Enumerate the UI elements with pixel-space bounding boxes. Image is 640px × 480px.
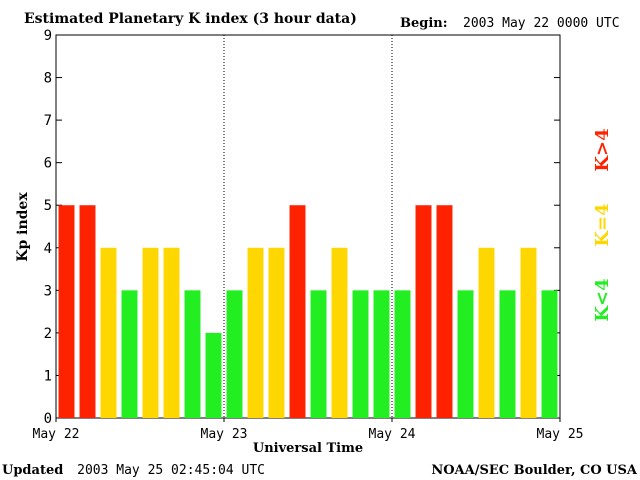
kp-bar [436, 205, 453, 418]
kp-bar [520, 247, 537, 418]
x-tick-label: May 22 [33, 427, 80, 442]
y-axis: 0 1 2 3 4 5 6 7 8 9 [44, 28, 560, 427]
kp-bar [289, 205, 306, 418]
y-tick-label: 1 [44, 368, 52, 384]
y-axis-label: Kp index [15, 192, 31, 262]
y-tick-label: 8 [44, 71, 52, 87]
updated-label: Updated [2, 463, 63, 478]
plot-frame [55, 34, 561, 419]
kp-bar [100, 247, 117, 418]
updated-value: 2003 May 25 02:45:04 UTC [77, 463, 265, 478]
x-axis: May 22 May 23 May 24 May 25 [33, 418, 584, 442]
kp-bar [331, 247, 348, 418]
x-tick-label: May 25 [537, 427, 584, 442]
kp-bar [184, 290, 201, 418]
x-tick-label: May 24 [369, 427, 416, 442]
y-tick-label: 5 [44, 198, 52, 214]
kp-bar [373, 290, 390, 418]
kp-bar [268, 247, 285, 418]
footer-source: NOAA/SEC Boulder, CO USA [431, 463, 638, 478]
y-tick-label: 6 [44, 156, 52, 172]
y-tick-label: 7 [44, 113, 52, 129]
footer-updated: Updated 2003 May 25 02:45:04 UTC [2, 463, 265, 478]
kp-bar [541, 290, 558, 418]
kp-bar [247, 247, 264, 418]
kp-bar [310, 290, 327, 418]
legend-item: K=4 [592, 203, 613, 246]
x-axis-label: Universal Time [253, 441, 363, 456]
legend-item: K<4 [592, 278, 613, 321]
y-tick-label: 2 [44, 326, 52, 342]
y-tick-label: 4 [44, 241, 52, 257]
chart-title: Estimated Planetary K index (3 hour data… [24, 11, 357, 27]
kp-bar [163, 247, 180, 418]
y-tick-label: 9 [44, 28, 52, 44]
bars-group [58, 205, 558, 418]
kp-bar [478, 247, 495, 418]
legend-item: K>4 [592, 128, 613, 171]
kp-bar [205, 332, 222, 418]
kp-bar [394, 290, 411, 418]
kp-bar [352, 290, 369, 418]
legend: K<4 K=4 K>4 [592, 128, 613, 321]
x-tick-label: May 23 [201, 427, 248, 442]
kp-bar [58, 205, 75, 418]
begin-value: 2003 May 22 0000 UTC [463, 16, 620, 31]
kp-bar [226, 290, 243, 418]
kp-bar [457, 290, 474, 418]
kp-bar [142, 247, 159, 418]
begin-label: Begin: [400, 16, 448, 31]
kp-bar [499, 290, 516, 418]
y-tick-label: 3 [44, 283, 52, 299]
kp-bar [415, 205, 432, 418]
kp-bar [121, 290, 138, 418]
y-tick-label: 0 [44, 411, 52, 427]
kp-bar [79, 205, 96, 418]
